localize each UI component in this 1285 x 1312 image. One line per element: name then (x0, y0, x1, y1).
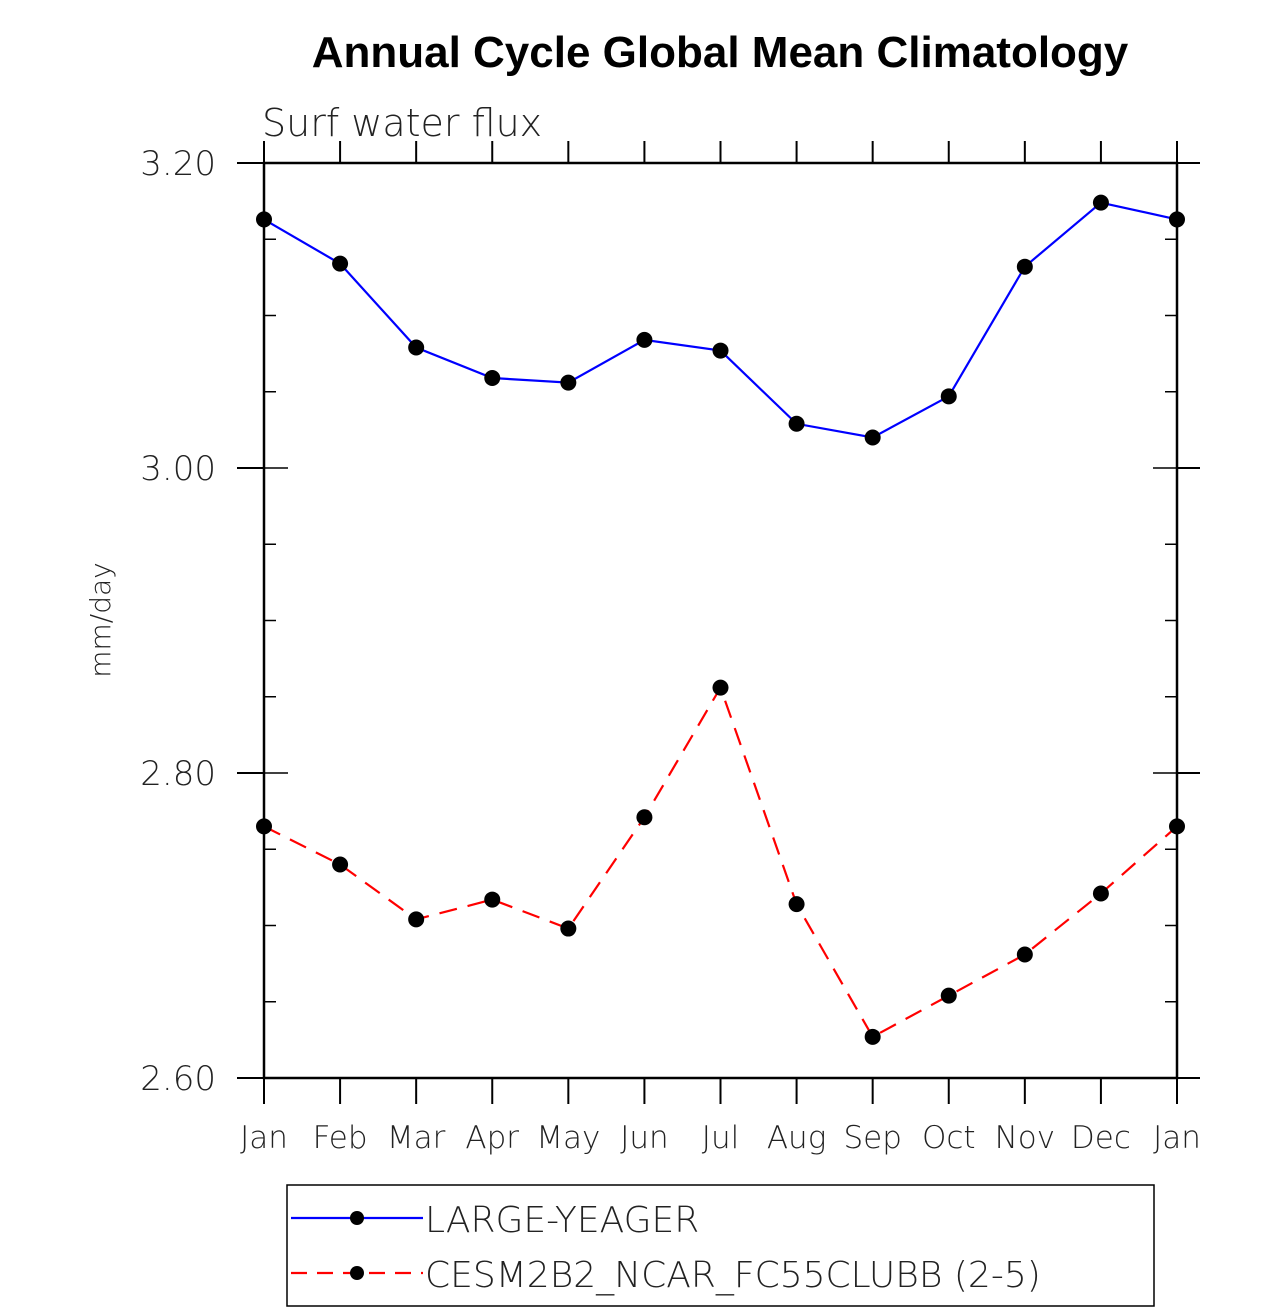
series-layer (256, 194, 1185, 1045)
legend-marker (350, 1211, 364, 1225)
y-tick-label: 3.00 (140, 449, 216, 489)
legend-box (286, 1184, 1155, 1307)
x-tick-label: Jan (1153, 1120, 1201, 1156)
data-point (1092, 194, 1109, 211)
legend-marker (350, 1266, 364, 1280)
x-tick-label: Jan (240, 1120, 288, 1156)
data-point (256, 211, 272, 228)
data-point (788, 896, 805, 913)
x-tick-label: Jul (702, 1120, 739, 1156)
data-point (712, 342, 729, 359)
x-tick-label: Jun (620, 1120, 668, 1156)
chart-subtitle: Surf water flux (262, 101, 542, 145)
data-point (636, 809, 653, 826)
legend-label: CESM2B2_NCAR_FC55CLUBB (2-5) (425, 1255, 1041, 1296)
legend: LARGE-YEAGER CESM2B2_NCAR_FC55CLUBB (2-5) (286, 1184, 1155, 1307)
data-point (940, 987, 957, 1004)
data-point (484, 370, 501, 387)
x-axis-ticks: Jan Feb Mar Apr May Jun Jul Aug Sep Oct Nov Dec Jan (240, 141, 1201, 1156)
data-point (408, 911, 425, 928)
y-axis-label: mm/day (84, 562, 117, 678)
series-line (263, 201, 1178, 439)
data-point (864, 429, 881, 446)
x-tick-label: Apr (465, 1120, 519, 1156)
x-tick-label: Oct (922, 1120, 976, 1156)
series-1 (256, 194, 1185, 446)
data-point (864, 1028, 881, 1045)
data-point (560, 374, 577, 391)
data-point (940, 388, 957, 405)
data-point (332, 856, 349, 873)
data-point (788, 415, 805, 432)
plot-frame (262, 161, 1179, 1080)
legend-label: LARGE-YEAGER (425, 1200, 699, 1241)
x-tick-label: Dec (1071, 1120, 1131, 1156)
data-point (408, 339, 425, 356)
data-point (560, 920, 577, 937)
y-tick-label: 2.80 (140, 754, 216, 794)
series-2 (256, 679, 1185, 1045)
y-tick-label: 3.20 (140, 144, 216, 184)
data-point (712, 679, 729, 696)
x-tick-label: Feb (313, 1120, 368, 1156)
x-tick-label: May (536, 1120, 600, 1156)
y-axis-ticks: 2.60 2.80 3.00 3.20 (140, 144, 1200, 1099)
series-line (263, 684, 1178, 1039)
data-point (1092, 885, 1109, 902)
data-point (332, 255, 349, 272)
data-point (1169, 211, 1185, 228)
x-tick-label: Mar (387, 1120, 446, 1156)
data-point (636, 331, 653, 348)
data-point (1016, 946, 1033, 963)
data-point (484, 891, 501, 908)
y-tick-label: 2.60 (140, 1059, 216, 1099)
data-point (1016, 258, 1033, 275)
axes (262, 161, 1179, 1080)
x-tick-label: Sep (843, 1120, 901, 1156)
x-tick-label: Nov (995, 1120, 1056, 1156)
data-point (1169, 818, 1185, 835)
data-point (256, 818, 272, 835)
chart-title: Annual Cycle Global Mean Climatology (312, 28, 1129, 77)
x-tick-label: Aug (767, 1120, 826, 1156)
